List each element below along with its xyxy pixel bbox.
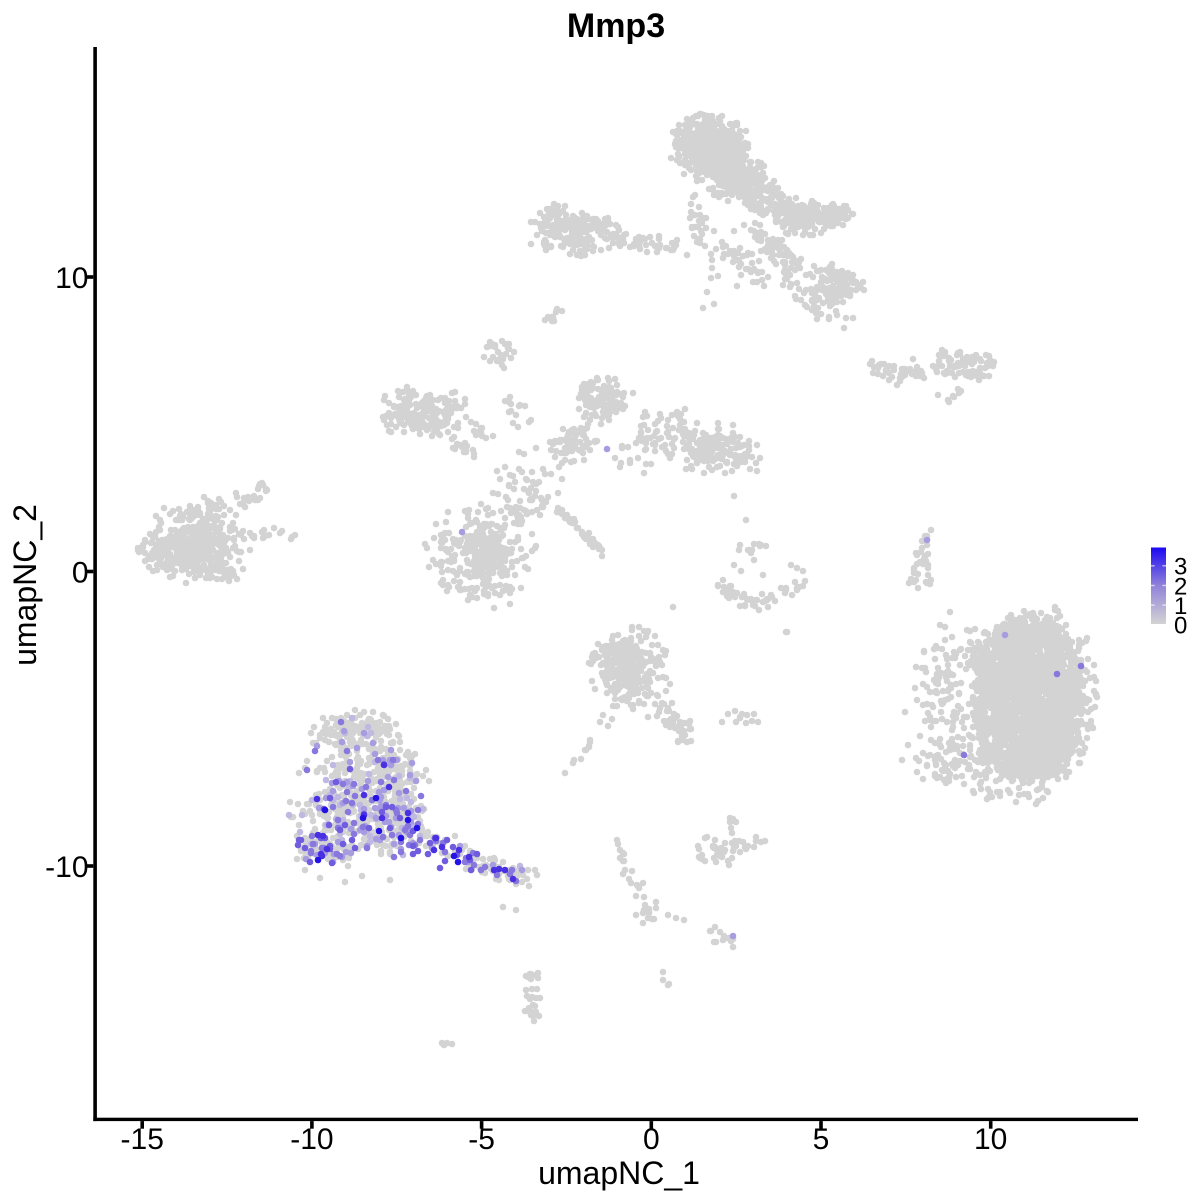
svg-text:Mmp3: Mmp3 (567, 7, 665, 45)
svg-text:5: 5 (813, 1123, 830, 1156)
svg-text:2: 2 (1174, 573, 1187, 600)
svg-text:0: 0 (72, 556, 89, 589)
svg-text:0: 0 (1174, 613, 1187, 640)
svg-text:-15: -15 (121, 1123, 164, 1156)
svg-text:-10: -10 (45, 851, 88, 884)
svg-text:-10: -10 (290, 1123, 333, 1156)
svg-text:0: 0 (643, 1123, 660, 1156)
svg-text:umapNC_2: umapNC_2 (7, 504, 43, 666)
svg-text:3: 3 (1174, 554, 1187, 581)
svg-text:1: 1 (1174, 593, 1187, 620)
svg-text:10: 10 (974, 1123, 1007, 1156)
svg-text:umapNC_1: umapNC_1 (538, 1155, 700, 1191)
svg-text:10: 10 (55, 262, 88, 295)
svg-text:-5: -5 (468, 1123, 495, 1156)
